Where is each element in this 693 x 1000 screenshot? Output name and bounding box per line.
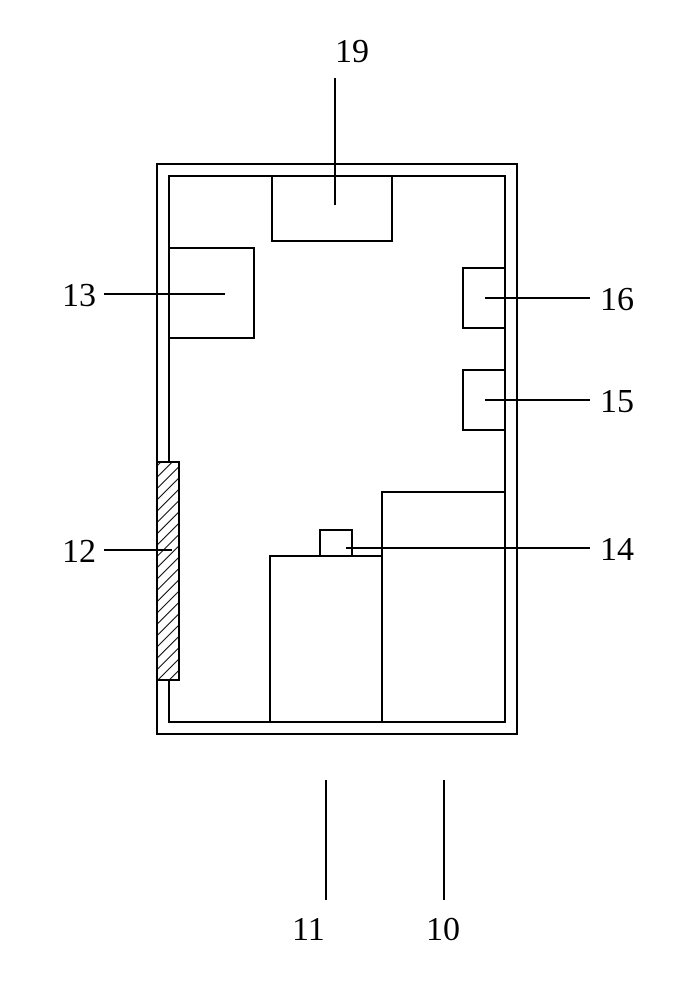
component-14 bbox=[320, 530, 352, 556]
label-11: 11 bbox=[292, 911, 325, 948]
component-10 bbox=[382, 492, 505, 722]
label-13: 13 bbox=[62, 277, 96, 314]
component-12-hatch bbox=[157, 462, 179, 680]
label-12: 12 bbox=[62, 533, 96, 570]
label-19: 19 bbox=[335, 33, 369, 70]
label-16: 16 bbox=[600, 281, 634, 318]
diagram-canvas: 19 13 16 15 12 14 11 10 bbox=[0, 0, 693, 1000]
component-19 bbox=[272, 176, 392, 241]
label-10: 10 bbox=[426, 911, 460, 948]
label-15: 15 bbox=[600, 383, 634, 420]
component-11 bbox=[270, 556, 382, 722]
label-14: 14 bbox=[600, 531, 634, 568]
